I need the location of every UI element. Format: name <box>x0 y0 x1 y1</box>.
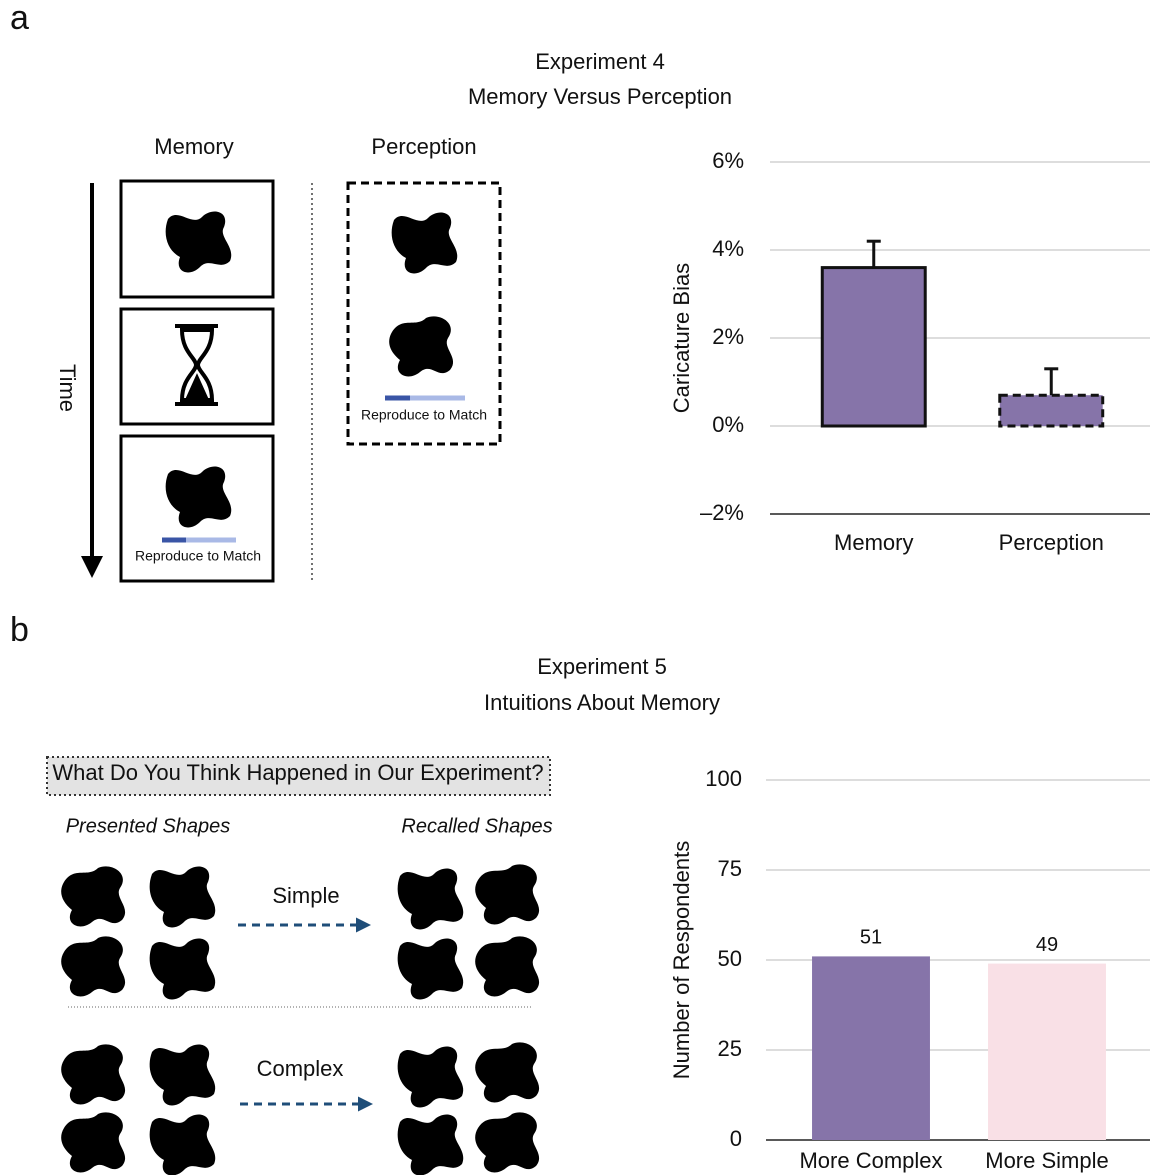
heading: Recalled Shapes <box>401 815 552 837</box>
shape <box>392 213 458 274</box>
shape <box>166 212 232 273</box>
bar <box>822 268 925 426</box>
x-tick-label: More Complex <box>799 1148 942 1173</box>
bar <box>988 964 1106 1140</box>
y-tick-label: 2% <box>712 324 744 349</box>
hourglass <box>175 326 218 404</box>
x-tick-label: More Simple <box>985 1148 1108 1173</box>
time-label: Time <box>55 364 80 412</box>
shape <box>389 316 453 376</box>
panel-label: a <box>10 0 29 37</box>
chart-title: Experiment 4 <box>535 49 665 74</box>
chart-subtitle: Memory Versus Perception <box>468 84 732 109</box>
x-tick-label: Perception <box>999 530 1104 555</box>
question: What Do You Think Happened in Our Experi… <box>52 760 543 785</box>
shape <box>166 467 232 528</box>
arrow-label: Simple <box>272 883 339 908</box>
heading: Perception <box>371 134 476 159</box>
x-tick-label: Memory <box>834 530 913 555</box>
value-label: 51 <box>860 927 882 949</box>
chart-subtitle: Intuitions About Memory <box>484 690 720 715</box>
y-tick-label: –2% <box>700 500 744 525</box>
y-tick-label: 6% <box>712 148 744 173</box>
value-label: 49 <box>1036 934 1058 956</box>
y-axis-label: Caricature Bias <box>669 263 694 413</box>
y-tick-label: 50 <box>718 946 742 971</box>
y-tick-label: 0% <box>712 412 744 437</box>
figure: a b Memory Perception Time Reproduce to … <box>0 0 1151 1175</box>
y-tick-label: 4% <box>712 236 744 261</box>
slider-label: Reproduce to Match <box>361 407 487 423</box>
heading: Presented Shapes <box>66 815 231 837</box>
y-tick-label: 25 <box>718 1036 742 1061</box>
y-tick-label: 100 <box>705 766 742 791</box>
y-axis-label: Number of Respondents <box>669 841 694 1079</box>
y-tick-label: 75 <box>718 856 742 881</box>
shape-group <box>61 864 539 1175</box>
bar <box>1000 395 1103 426</box>
page: a b Memory Perception Time Reproduce to … <box>0 0 1151 1175</box>
chart-title: Experiment 5 <box>537 654 667 679</box>
arrow-label: Complex <box>257 1056 344 1081</box>
heading: Memory <box>154 134 233 159</box>
slider-label: Reproduce to Match <box>135 548 261 564</box>
y-tick-label: 0 <box>730 1126 742 1151</box>
bar <box>812 956 930 1140</box>
panel-label: b <box>10 611 29 649</box>
arrow-head <box>81 556 103 578</box>
